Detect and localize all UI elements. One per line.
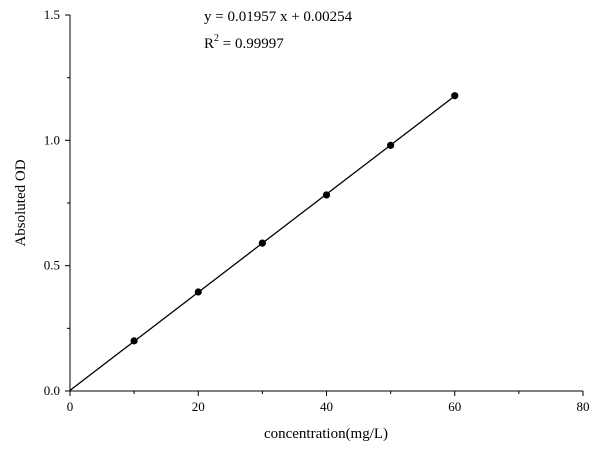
data-point <box>258 239 266 247</box>
y-ticks: 0.0 0.5 1.0 1.5 <box>44 7 70 398</box>
x-ticks: 0 20 40 60 80 <box>67 391 590 414</box>
r-squared-label: R <box>204 36 214 52</box>
y-tick-label: 0.5 <box>44 258 60 273</box>
r-squared-exponent: 2 <box>214 33 219 44</box>
y-tick-label: 1.5 <box>44 7 60 22</box>
r-squared-value: = 0.99997 <box>219 36 284 52</box>
x-tick-label: 80 <box>577 399 590 414</box>
y-tick-label: 0.0 <box>44 383 60 398</box>
x-tick-label: 40 <box>320 399 333 414</box>
equation-annotation: y = 0.01957 x + 0.00254 <box>204 9 353 25</box>
data-point <box>387 141 395 149</box>
x-tick-label: 20 <box>192 399 205 414</box>
y-axis-title: Absoluted OD <box>13 159 29 246</box>
data-point <box>194 288 202 296</box>
x-tick-label: 60 <box>448 399 461 414</box>
y-tick-label: 1.0 <box>44 132 60 147</box>
data-point <box>451 92 459 100</box>
data-points <box>130 92 459 345</box>
x-tick-label: 0 <box>67 399 74 414</box>
data-point <box>130 337 138 345</box>
r-squared-annotation: R2 = 0.99997 <box>204 33 284 52</box>
axes <box>69 15 583 392</box>
data-point <box>322 191 331 199</box>
x-axis-title: concentration(mg/L) <box>264 426 388 442</box>
